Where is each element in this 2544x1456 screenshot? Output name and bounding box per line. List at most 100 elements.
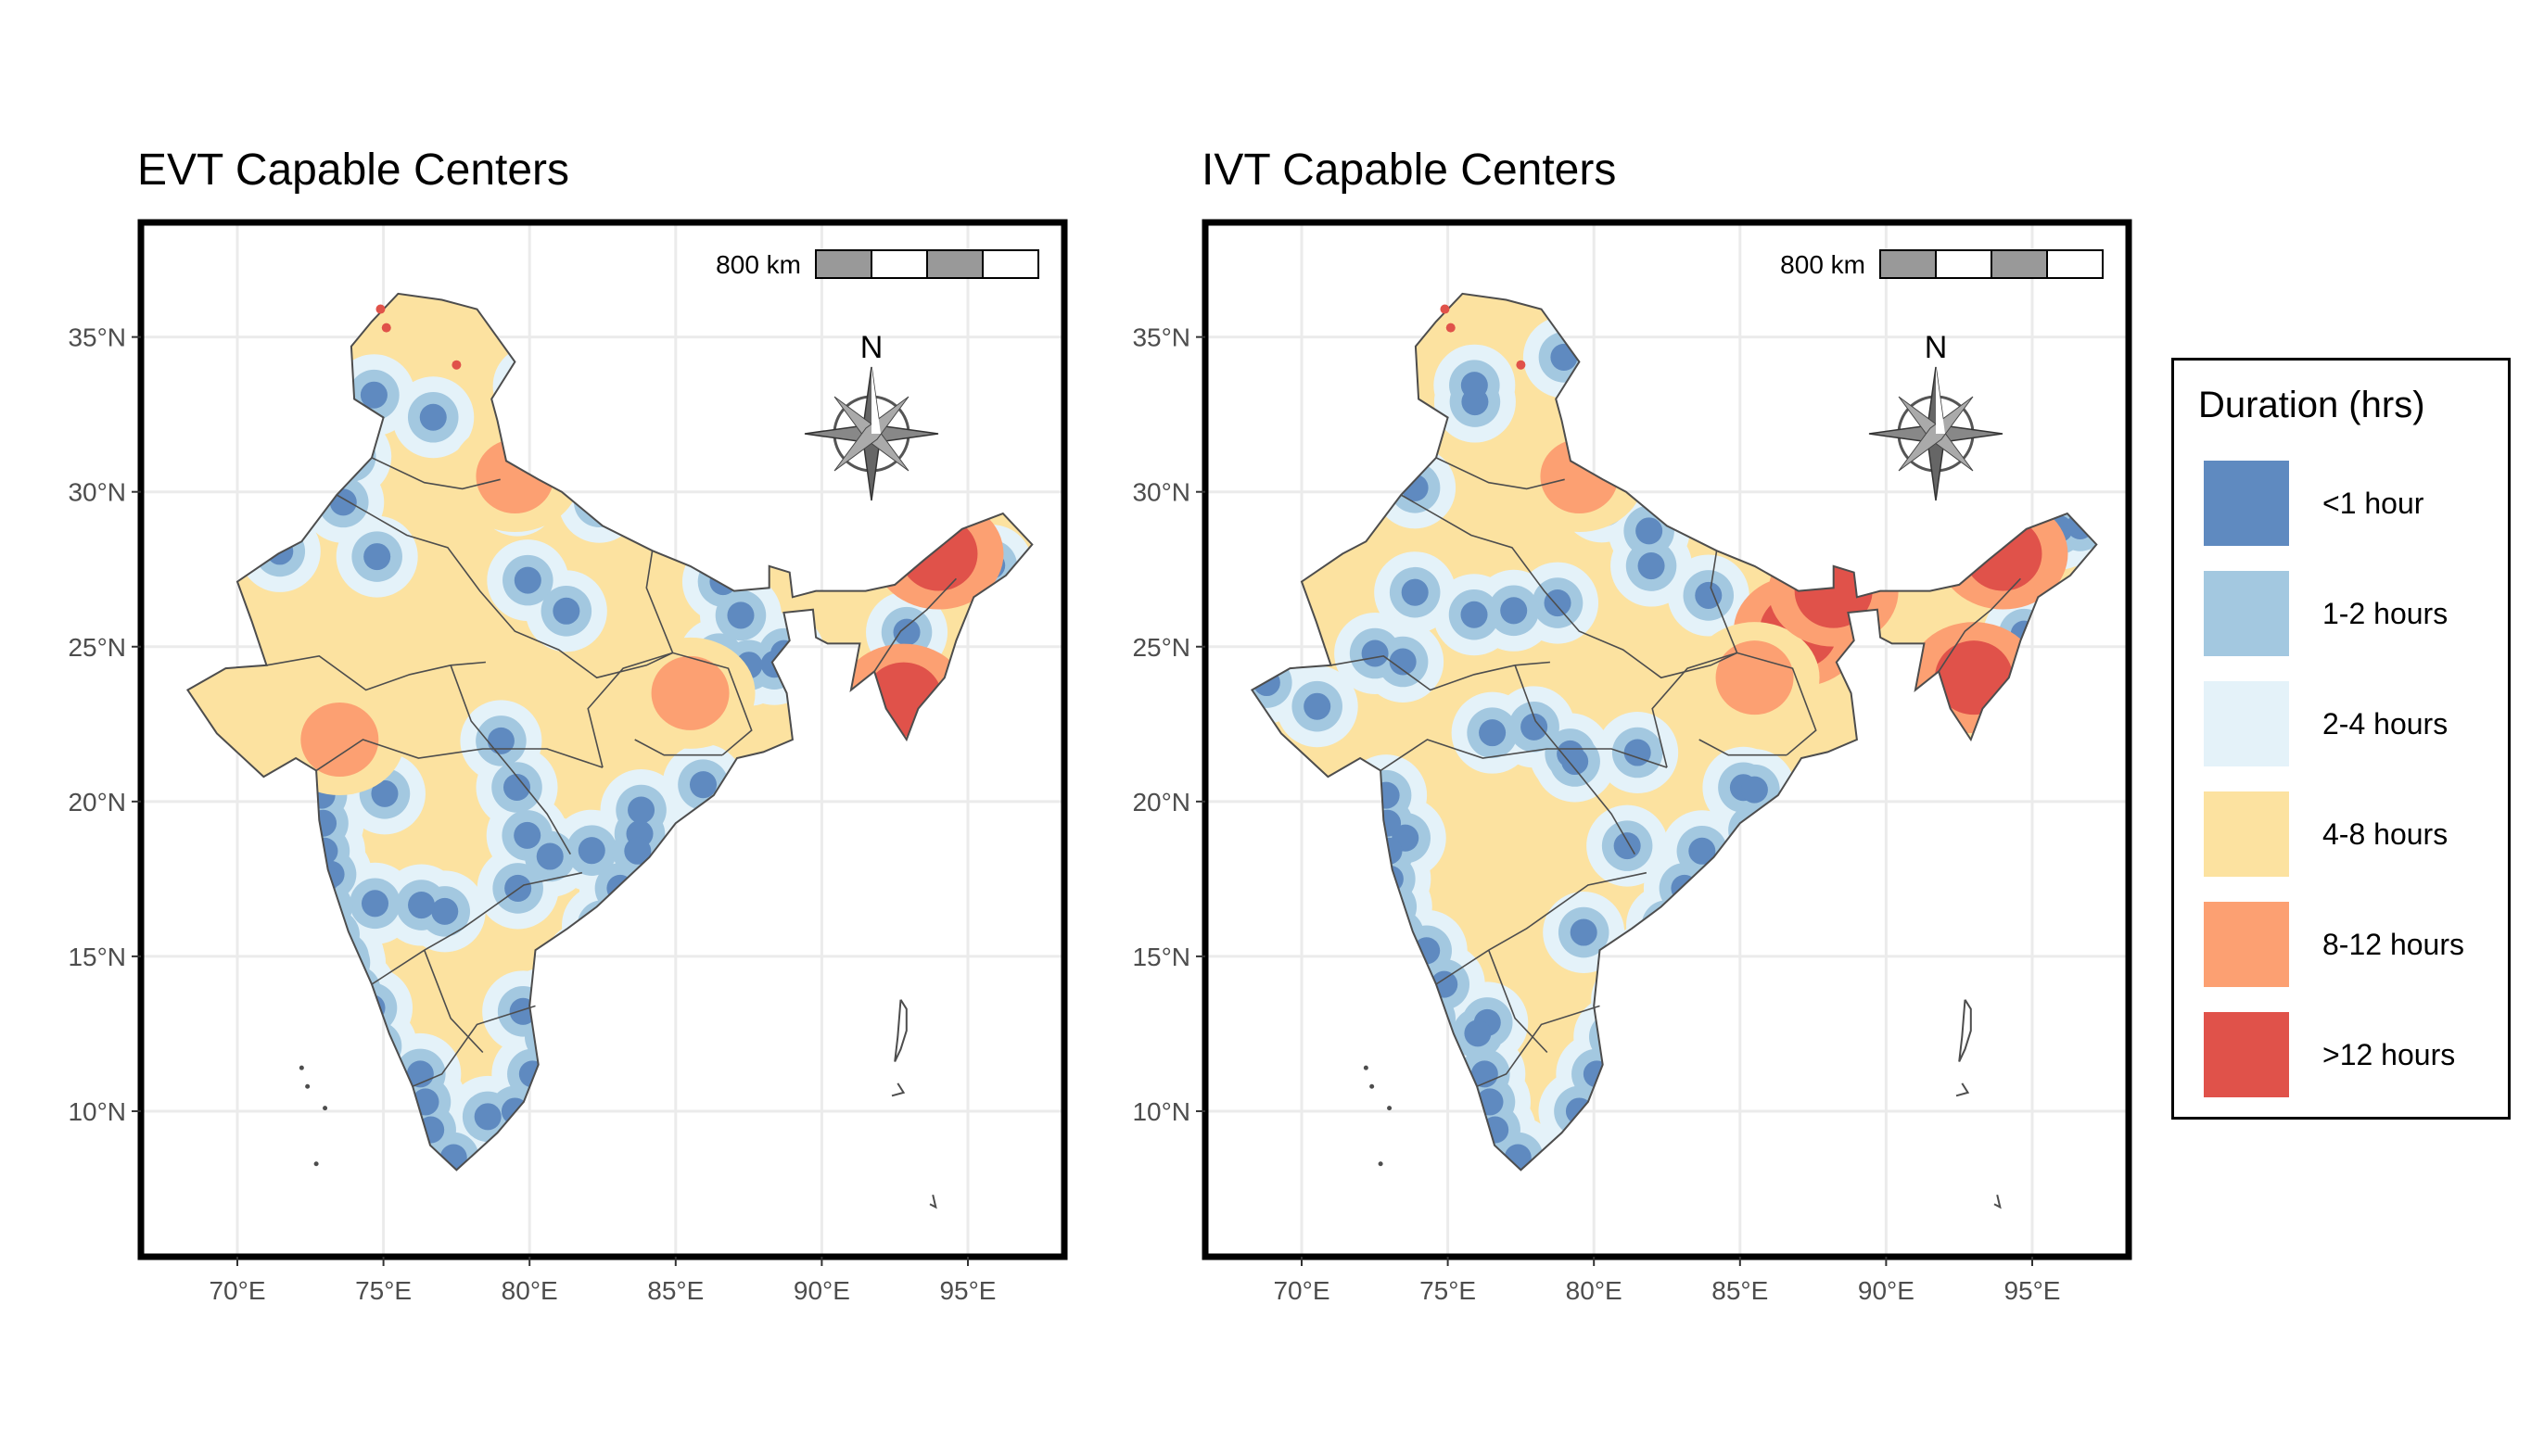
catchment-0 <box>1329 337 1357 365</box>
catchment-0 <box>1637 437 1665 464</box>
state-boundary <box>266 654 486 691</box>
catchment-2 <box>1305 336 1388 418</box>
catchment-0 <box>536 842 564 870</box>
lon-tick-label: 95°E <box>939 1276 996 1305</box>
catchment-2 <box>1761 495 1843 577</box>
scale-bar-segment <box>1991 249 2048 279</box>
legend-swatch <box>2204 1012 2289 1097</box>
center-dot <box>452 360 462 370</box>
catchment-0 <box>1406 977 1433 1005</box>
catchment-0 <box>727 601 755 629</box>
catchment-2 <box>1269 404 1352 487</box>
lat-tick-label: 25°N <box>1132 633 1190 662</box>
catchment-2 <box>527 958 609 1041</box>
legend-swatch <box>2204 791 2289 877</box>
catchment-2 <box>238 510 321 592</box>
catchment-0 <box>238 430 266 458</box>
state-boundary <box>645 551 674 653</box>
catchment-0 <box>1461 1140 1489 1168</box>
scale-bar-label: 800 km <box>1780 250 1865 279</box>
catchment-2 <box>1319 1023 1402 1106</box>
catchment-1 <box>1830 421 1882 472</box>
catchment-0 <box>794 416 821 445</box>
catchment-0 <box>352 1005 380 1032</box>
catchment-1 <box>1790 894 1842 946</box>
catchment-0 <box>278 312 306 340</box>
catchment-2 <box>560 397 642 479</box>
catchment-0 <box>363 1032 390 1060</box>
catchment-0 <box>514 821 541 849</box>
catchment-0 <box>212 352 240 380</box>
catchment-0 <box>657 1122 685 1150</box>
catchment-1 <box>1659 863 1711 914</box>
catchment-0 <box>1427 1032 1455 1060</box>
hotspot-core <box>1934 640 2013 715</box>
catchment-1 <box>1638 399 1690 450</box>
catchment-1 <box>1296 880 1347 932</box>
catchment-2 <box>544 921 627 1004</box>
lat-tick-label: 20°N <box>68 788 126 817</box>
legend-swatch <box>2204 571 2289 656</box>
catchment-0 <box>536 1023 564 1051</box>
catchment-2 <box>1591 958 1673 1041</box>
catchment-0 <box>1727 411 1755 438</box>
catchment-1 <box>254 525 306 577</box>
catchment-0 <box>1778 889 1806 917</box>
lon-tick-label: 95°E <box>2003 1276 2060 1305</box>
catchment-0 <box>1787 523 1815 551</box>
catchment-0 <box>204 407 232 435</box>
catchment-0 <box>474 1103 502 1131</box>
catchment-0 <box>553 597 580 625</box>
catchment-0 <box>593 914 621 942</box>
catchment-1 <box>324 431 376 482</box>
catchment-0 <box>1680 407 1708 435</box>
catchment-1 <box>267 300 318 352</box>
catchment-0 <box>312 865 339 893</box>
catchment-1 <box>508 361 559 411</box>
scale-bar-label: 800 km <box>716 250 801 279</box>
country-outline <box>185 292 1034 1171</box>
catchment-2 <box>1623 384 1706 466</box>
catchment-1 <box>2038 327 2090 378</box>
duration-surface <box>187 293 1033 1171</box>
state-boundary <box>1698 739 1787 756</box>
legend-swatch <box>2204 681 2289 766</box>
catchment-0 <box>681 862 709 890</box>
catchment-0 <box>1401 578 1429 606</box>
island-dot <box>305 1083 311 1089</box>
hotspot-core <box>1540 438 1619 513</box>
catchment-1 <box>193 395 244 447</box>
island-dot <box>299 1065 304 1070</box>
catchment-0 <box>1347 1050 1375 1078</box>
catchment-0 <box>242 520 270 548</box>
catchment-0 <box>1853 378 1881 406</box>
catchment-0 <box>853 371 881 399</box>
catchment-2 <box>630 1095 713 1171</box>
center-dot <box>1445 323 1456 333</box>
map-frame <box>137 219 1068 1260</box>
state-boundary <box>1938 577 2021 672</box>
catchment-0 <box>1894 512 1922 539</box>
catchment-2 <box>187 866 247 948</box>
scale-bar-segment <box>2046 249 2104 279</box>
catchment-1 <box>577 900 629 951</box>
catchment-0 <box>363 543 391 571</box>
catchment-2 <box>1280 1122 1363 1171</box>
catchment-0 <box>202 445 230 473</box>
catchment-0 <box>487 727 515 754</box>
legend-label: 4-8 hours <box>2322 817 2449 851</box>
lat-tick-label: 10°N <box>68 1097 126 1126</box>
catchment-1 <box>1766 878 1818 929</box>
catchment-0 <box>1479 719 1507 747</box>
legend-swatch <box>2204 902 2289 987</box>
catchment-1 <box>1252 501 1296 552</box>
catchment-0 <box>1500 597 1528 625</box>
catchment-0 <box>578 837 605 865</box>
catchment-1 <box>655 477 706 529</box>
catchment-1 <box>1252 1075 1290 1127</box>
catchment-0 <box>1408 1014 1436 1042</box>
catchment-0 <box>1595 1152 1622 1171</box>
catchment-0 <box>1714 362 1742 390</box>
catchment-0 <box>1688 837 1716 865</box>
catchment-1 <box>676 443 728 495</box>
